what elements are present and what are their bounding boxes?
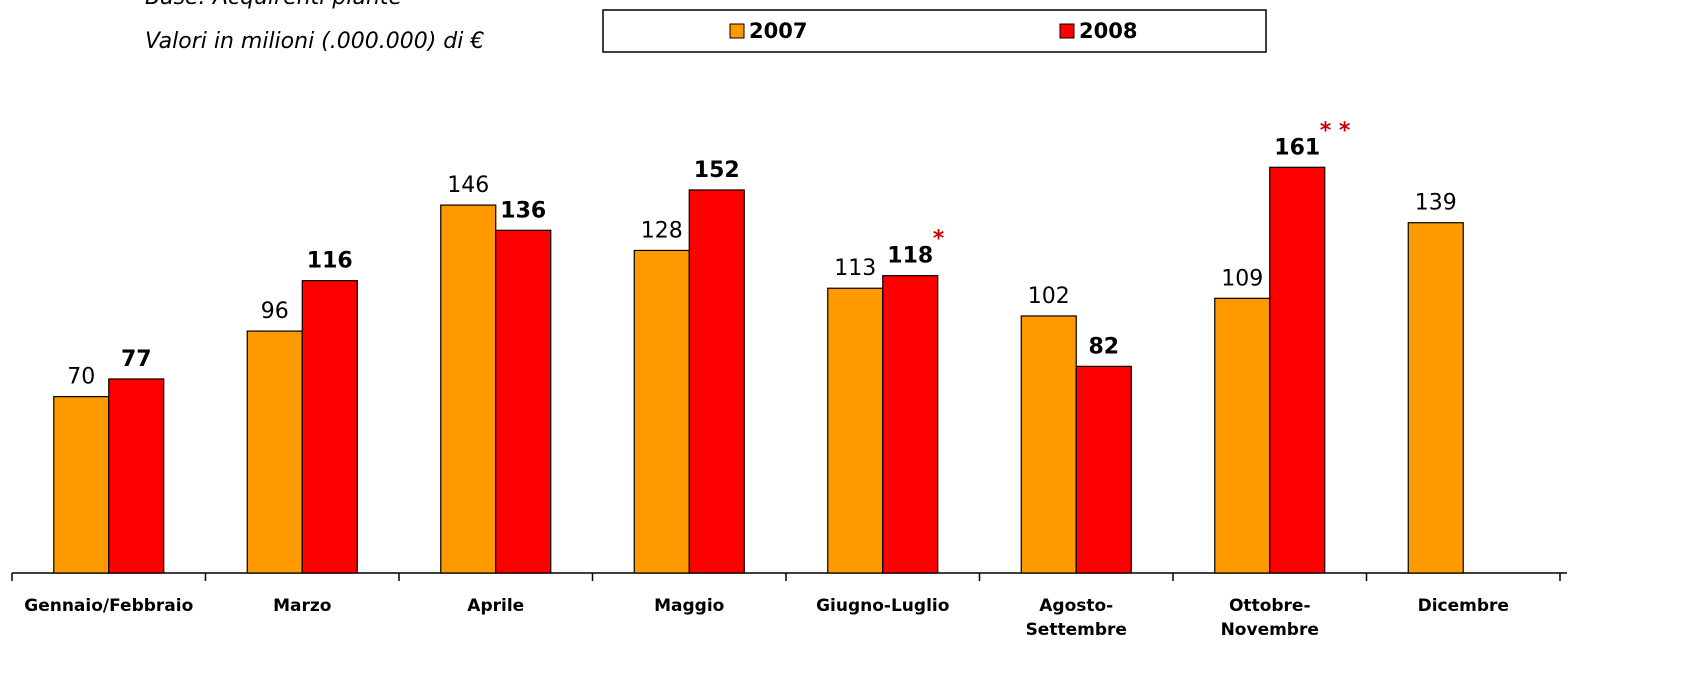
value-label: 109 bbox=[1221, 266, 1263, 291]
x-tick-label: Maggio bbox=[654, 596, 724, 616]
legend-box bbox=[602, 9, 1267, 53]
annotation: * bbox=[933, 227, 945, 252]
x-tick-label: Gennaio/Febbraio bbox=[24, 596, 193, 616]
bar bbox=[882, 275, 939, 574]
x-tick-label: Aprile bbox=[467, 596, 524, 616]
value-label: 146 bbox=[447, 173, 489, 198]
note: Valori in milioni (.000.000) di € bbox=[145, 29, 484, 54]
value-label: 113 bbox=[834, 256, 876, 281]
legend-label: 2008 bbox=[1079, 19, 1137, 43]
value-label: 70 bbox=[67, 365, 95, 390]
bar bbox=[827, 287, 884, 574]
x-tick-label: Dicembre bbox=[1418, 596, 1509, 616]
bar bbox=[1407, 222, 1464, 574]
value-label: 152 bbox=[694, 158, 740, 183]
bar bbox=[633, 249, 690, 574]
x-tick-label: Agosto-Settembre bbox=[1026, 596, 1127, 640]
legend-swatch bbox=[1059, 23, 1075, 39]
legend-label: 2007 bbox=[749, 19, 807, 43]
value-label: 161 bbox=[1274, 135, 1320, 160]
bar bbox=[246, 330, 303, 574]
bar bbox=[53, 396, 110, 574]
bar bbox=[301, 280, 358, 574]
value-label: 128 bbox=[641, 218, 683, 243]
bar bbox=[495, 229, 552, 574]
value-label: 116 bbox=[307, 249, 353, 274]
bar bbox=[1020, 315, 1077, 574]
annotation: * * bbox=[1320, 118, 1351, 143]
value-label: 102 bbox=[1028, 284, 1070, 309]
x-tick-label: Marzo bbox=[273, 596, 331, 616]
bar bbox=[108, 378, 165, 574]
x-tick-label: Giugno-Luglio bbox=[816, 596, 949, 616]
bar bbox=[1269, 166, 1326, 574]
bar bbox=[688, 189, 745, 574]
bar bbox=[440, 204, 497, 574]
bar bbox=[1075, 365, 1132, 574]
value-label: 82 bbox=[1088, 334, 1119, 359]
value-label: 139 bbox=[1415, 191, 1457, 216]
value-label: 77 bbox=[121, 347, 152, 372]
x-tick-label: Ottobre-Novembre bbox=[1221, 596, 1319, 640]
bar bbox=[1214, 297, 1271, 574]
value-label: 136 bbox=[500, 198, 546, 223]
value-label: 96 bbox=[261, 299, 289, 324]
value-label: 118 bbox=[887, 244, 933, 269]
subtitle: Base: Acquirenti piante bbox=[145, 0, 402, 10]
legend-swatch bbox=[729, 23, 745, 39]
